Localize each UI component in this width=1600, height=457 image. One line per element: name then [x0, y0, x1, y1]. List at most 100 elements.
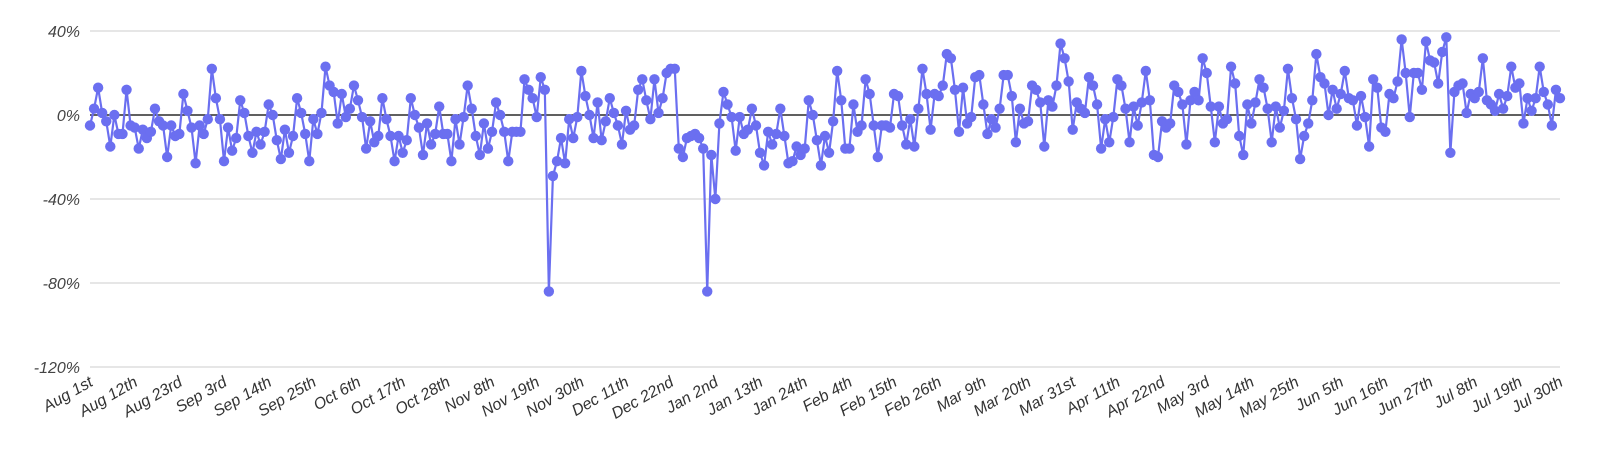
data-point [348, 80, 360, 91]
data-point [117, 128, 128, 140]
data-point [1489, 105, 1501, 117]
data-point [905, 114, 916, 125]
data-point [425, 139, 437, 150]
data-point [531, 111, 542, 123]
data-point [1067, 124, 1078, 135]
data-point [1002, 69, 1013, 81]
data-point [1368, 74, 1379, 85]
data-point [482, 143, 494, 154]
data-point [1400, 67, 1411, 79]
data-point [1416, 84, 1428, 96]
data-point [385, 130, 396, 142]
data-point [1282, 63, 1294, 74]
data-point [539, 84, 551, 96]
data-point [490, 97, 502, 108]
data-point [1181, 139, 1192, 150]
data-point [446, 156, 457, 167]
data-point [1392, 76, 1403, 87]
data-point [458, 111, 469, 123]
data-point [750, 120, 762, 131]
data-point [1124, 137, 1135, 148]
data-point [588, 132, 599, 144]
data-point [1063, 76, 1074, 87]
data-point [1538, 86, 1549, 98]
data-point [555, 132, 567, 144]
data-point [1177, 99, 1188, 110]
data-point [1457, 78, 1468, 89]
data-point [1189, 86, 1200, 98]
data-point [677, 151, 689, 163]
data-point [572, 111, 583, 123]
data-point [848, 99, 859, 110]
data-point [868, 120, 879, 131]
data-point [1514, 78, 1525, 89]
data-point [771, 128, 782, 140]
data-point [953, 126, 965, 137]
data-point [633, 84, 644, 96]
data-point [1250, 97, 1261, 108]
data-point [494, 109, 506, 121]
data-point [1213, 101, 1225, 112]
data-point [222, 122, 234, 133]
data-point [389, 156, 400, 167]
data-point [194, 120, 205, 131]
data-point [937, 80, 948, 91]
data-point [96, 107, 108, 119]
data-point [340, 111, 352, 123]
data-point [1173, 86, 1184, 98]
data-point [344, 103, 356, 114]
data-point [823, 147, 835, 158]
data-point [332, 118, 343, 129]
data-point [957, 82, 969, 93]
data-point [356, 111, 368, 123]
data-point [279, 124, 291, 135]
data-point [1530, 93, 1541, 104]
data-point [1526, 105, 1537, 117]
y-tick-label: -80% [43, 276, 80, 293]
data-point [1193, 95, 1204, 106]
data-point [206, 63, 218, 74]
data-point [291, 93, 303, 104]
data-point [1420, 36, 1432, 47]
data-point [486, 126, 498, 137]
data-point [1518, 118, 1529, 129]
data-point [88, 103, 100, 114]
data-point [637, 74, 648, 85]
data-point [1238, 149, 1249, 161]
data-point [1323, 109, 1334, 121]
data-point [1550, 84, 1562, 96]
data-point [263, 99, 274, 110]
data-point [235, 95, 246, 106]
data-point [1246, 118, 1257, 129]
data-point [515, 126, 526, 137]
data-point [986, 114, 997, 125]
data-point [247, 147, 258, 158]
data-point [271, 135, 282, 146]
data-point [1152, 151, 1164, 163]
data-point [202, 114, 213, 125]
data-point [734, 111, 745, 123]
data-point [718, 86, 729, 98]
data-point [592, 97, 603, 108]
data-point [255, 139, 266, 150]
data-point [214, 114, 226, 125]
data-point [576, 65, 587, 77]
data-point [616, 139, 628, 150]
data-point [364, 116, 376, 127]
data-point [901, 139, 912, 150]
data-point [1461, 107, 1472, 119]
data-point [470, 130, 481, 142]
data-point [563, 114, 575, 125]
data-point [807, 109, 819, 121]
data-point [584, 109, 595, 121]
data-point [336, 88, 347, 100]
data-point [210, 93, 222, 104]
data-point [1502, 90, 1513, 102]
data-point [121, 84, 132, 96]
data-point [174, 128, 185, 140]
data-point [1132, 120, 1143, 131]
data-point [1298, 130, 1310, 142]
data-point [535, 72, 546, 83]
data-point [1087, 80, 1099, 91]
data-point [978, 99, 989, 110]
